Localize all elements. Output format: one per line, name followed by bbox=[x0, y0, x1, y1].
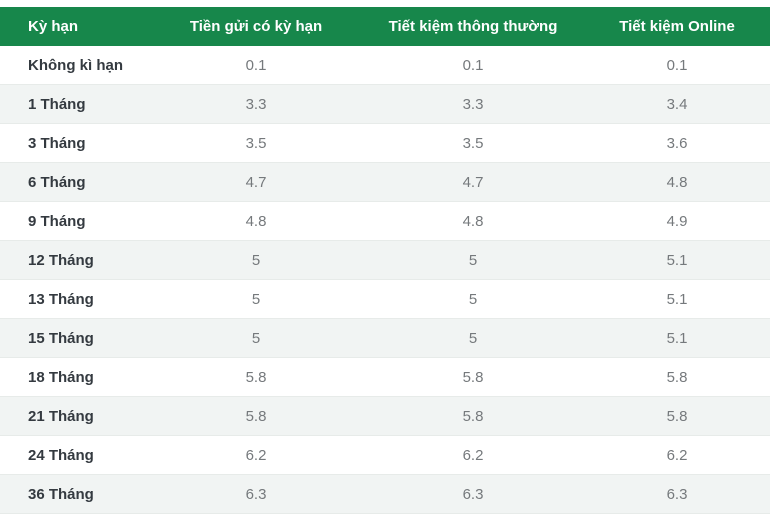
term-deposit-rate-cell: 5.8 bbox=[245, 368, 267, 386]
table-row: Không kì hạn 0.1 0.1 0.1 bbox=[0, 46, 770, 85]
regular-savings-rate-cell: 4.7 bbox=[462, 173, 484, 191]
table-row: 21 Tháng 5.8 5.8 5.8 bbox=[0, 397, 770, 436]
term-cell: 21 Tháng bbox=[28, 407, 94, 425]
table-row: 3 Tháng 3.5 3.5 3.6 bbox=[0, 124, 770, 163]
table-header-row: Kỳ hạn Tiền gửi có kỳ hạn Tiết kiệm thôn… bbox=[0, 7, 770, 46]
term-cell: 12 Tháng bbox=[28, 251, 94, 269]
term-deposit-rate-cell: 4.7 bbox=[245, 173, 267, 191]
term-deposit-rate-cell: 3.3 bbox=[245, 95, 267, 113]
term-cell: 13 Tháng bbox=[28, 290, 94, 308]
term-deposit-rate-cell: 6.2 bbox=[245, 446, 267, 464]
online-savings-rate-cell: 5.1 bbox=[666, 251, 688, 269]
table-row: 6 Tháng 4.7 4.7 4.8 bbox=[0, 163, 770, 202]
online-savings-rate-cell: 0.1 bbox=[666, 56, 688, 74]
online-savings-rate-cell: 6.3 bbox=[666, 485, 688, 503]
term-cell: 36 Tháng bbox=[28, 485, 94, 503]
term-deposit-rate-cell: 5 bbox=[251, 329, 261, 347]
column-header-regular-savings: Tiết kiệm thông thường bbox=[388, 18, 558, 35]
regular-savings-rate-cell: 6.3 bbox=[462, 485, 484, 503]
online-savings-rate-cell: 3.6 bbox=[666, 134, 688, 152]
regular-savings-rate-cell: 6.2 bbox=[462, 446, 484, 464]
online-savings-rate-cell: 6.2 bbox=[666, 446, 688, 464]
term-cell: Không kì hạn bbox=[28, 56, 123, 74]
term-cell: 9 Tháng bbox=[28, 212, 86, 230]
term-cell: 18 Tháng bbox=[28, 368, 94, 386]
term-deposit-rate-cell: 5.8 bbox=[245, 407, 267, 425]
online-savings-rate-cell: 4.8 bbox=[666, 173, 688, 191]
online-savings-rate-cell: 5.1 bbox=[666, 329, 688, 347]
interest-rate-table: Kỳ hạn Tiền gửi có kỳ hạn Tiết kiệm thôn… bbox=[0, 7, 770, 514]
table-row: 15 Tháng 5 5 5.1 bbox=[0, 319, 770, 358]
online-savings-rate-cell: 5.8 bbox=[666, 407, 688, 425]
term-cell: 6 Tháng bbox=[28, 173, 86, 191]
table-row: 18 Tháng 5.8 5.8 5.8 bbox=[0, 358, 770, 397]
term-deposit-rate-cell: 4.8 bbox=[245, 212, 267, 230]
regular-savings-rate-cell: 5 bbox=[468, 290, 478, 308]
term-deposit-rate-cell: 5 bbox=[251, 290, 261, 308]
table-row: 1 Tháng 3.3 3.3 3.4 bbox=[0, 85, 770, 124]
table-row: 24 Tháng 6.2 6.2 6.2 bbox=[0, 436, 770, 475]
online-savings-rate-cell: 3.4 bbox=[666, 95, 688, 113]
online-savings-rate-cell: 5.8 bbox=[666, 368, 688, 386]
table-row: 36 Tháng 6.3 6.3 6.3 bbox=[0, 475, 770, 514]
table-row: 9 Tháng 4.8 4.8 4.9 bbox=[0, 202, 770, 241]
term-cell: 15 Tháng bbox=[28, 329, 94, 347]
regular-savings-rate-cell: 5.8 bbox=[462, 368, 484, 386]
regular-savings-rate-cell: 5.8 bbox=[462, 407, 484, 425]
regular-savings-rate-cell: 3.3 bbox=[462, 95, 484, 113]
term-deposit-rate-cell: 0.1 bbox=[245, 56, 267, 74]
table-row: 13 Tháng 5 5 5.1 bbox=[0, 280, 770, 319]
column-header-term: Kỳ hạn bbox=[28, 18, 79, 35]
term-cell: 24 Tháng bbox=[28, 446, 94, 464]
term-deposit-rate-cell: 3.5 bbox=[245, 134, 267, 152]
table-body: Không kì hạn 0.1 0.1 0.1 1 Tháng 3.3 3.3… bbox=[0, 46, 770, 514]
regular-savings-rate-cell: 4.8 bbox=[462, 212, 484, 230]
column-header-online-savings: Tiết kiệm Online bbox=[619, 18, 735, 35]
term-deposit-rate-cell: 6.3 bbox=[245, 485, 267, 503]
regular-savings-rate-cell: 0.1 bbox=[462, 56, 484, 74]
regular-savings-rate-cell: 3.5 bbox=[462, 134, 484, 152]
term-cell: 3 Tháng bbox=[28, 134, 86, 152]
table-row: 12 Tháng 5 5 5.1 bbox=[0, 241, 770, 280]
online-savings-rate-cell: 5.1 bbox=[666, 290, 688, 308]
online-savings-rate-cell: 4.9 bbox=[666, 212, 688, 230]
column-header-term-deposit: Tiền gửi có kỳ hạn bbox=[189, 18, 323, 35]
regular-savings-rate-cell: 5 bbox=[468, 251, 478, 269]
regular-savings-rate-cell: 5 bbox=[468, 329, 478, 347]
term-cell: 1 Tháng bbox=[28, 95, 86, 113]
term-deposit-rate-cell: 5 bbox=[251, 251, 261, 269]
